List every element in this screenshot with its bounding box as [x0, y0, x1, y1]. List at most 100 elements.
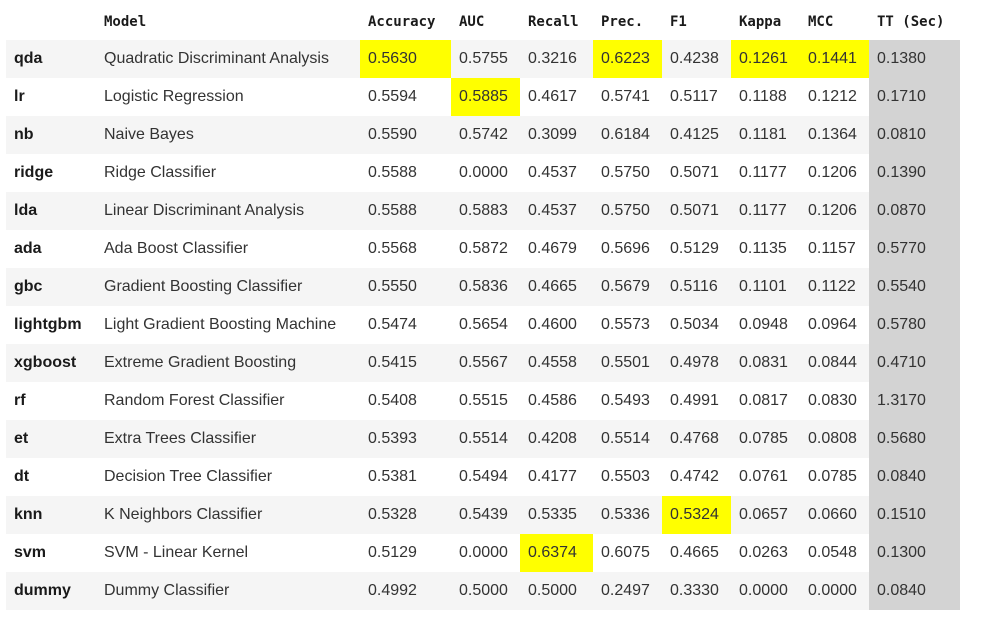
cell-f1: 0.5324 — [662, 496, 731, 534]
cell-auc: 0.5439 — [451, 496, 520, 534]
cell-tt-sec: 0.1510 — [869, 496, 960, 534]
cell-kappa: 0.1101 — [731, 268, 800, 306]
row-index-label: svm — [6, 534, 96, 572]
row-index-label: dt — [6, 458, 96, 496]
cell-kappa: 0.1177 — [731, 192, 800, 230]
cell-model: Dummy Classifier — [96, 572, 360, 610]
table-body: qda Quadratic Discriminant Analysis 0.5630… — [6, 40, 960, 610]
row-index-label: nb — [6, 116, 96, 154]
table-row: lr Logistic Regression 0.5594 0.5885 0.4617 0… — [6, 78, 960, 116]
cell-prec: 0.6075 — [593, 534, 662, 572]
cell-f1: 0.5034 — [662, 306, 731, 344]
cell-tt-sec: 0.4710 — [869, 344, 960, 382]
cell-mcc: 0.1212 — [800, 78, 869, 116]
cell-mcc: 0.0000 — [800, 572, 869, 610]
cell-model: Extra Trees Classifier — [96, 420, 360, 458]
cell-recall: 0.3099 — [520, 116, 593, 154]
cell-model: Decision Tree Classifier — [96, 458, 360, 496]
cell-model: Extreme Gradient Boosting — [96, 344, 360, 382]
cell-recall: 0.4600 — [520, 306, 593, 344]
cell-f1: 0.5116 — [662, 268, 731, 306]
cell-prec: 0.5493 — [593, 382, 662, 420]
cell-kappa: 0.1135 — [731, 230, 800, 268]
table-row: dummy Dummy Classifier 0.4992 0.5000 0.5000 0… — [6, 572, 960, 610]
cell-auc: 0.5755 — [451, 40, 520, 78]
cell-kappa: 0.0000 — [731, 572, 800, 610]
row-index-label: qda — [6, 40, 96, 78]
cell-recall: 0.4537 — [520, 192, 593, 230]
cell-f1: 0.3330 — [662, 572, 731, 610]
header-auc: AUC — [451, 4, 520, 40]
cell-mcc: 0.0830 — [800, 382, 869, 420]
table-row: nb Naive Bayes 0.5590 0.5742 0.3099 0.6184 0.4… — [6, 116, 960, 154]
cell-accuracy: 0.5630 — [360, 40, 451, 78]
cell-kappa: 0.1181 — [731, 116, 800, 154]
table-row: rf Random Forest Classifier 0.5408 0.5515 0.… — [6, 382, 960, 420]
row-index-label: rf — [6, 382, 96, 420]
table-row: lda Linear Discriminant Analysis 0.5588 0.5… — [6, 192, 960, 230]
cell-mcc: 0.0660 — [800, 496, 869, 534]
row-index-label: lr — [6, 78, 96, 116]
cell-mcc: 0.1157 — [800, 230, 869, 268]
row-index-label: et — [6, 420, 96, 458]
row-index-label: dummy — [6, 572, 96, 610]
cell-accuracy: 0.5474 — [360, 306, 451, 344]
row-index-label: lda — [6, 192, 96, 230]
cell-auc: 0.5567 — [451, 344, 520, 382]
cell-auc: 0.5883 — [451, 192, 520, 230]
cell-tt-sec: 0.0840 — [869, 572, 960, 610]
table-row: knn K Neighbors Classifier 0.5328 0.5439 0.5… — [6, 496, 960, 534]
cell-mcc: 0.1206 — [800, 192, 869, 230]
cell-model: Ridge Classifier — [96, 154, 360, 192]
cell-tt-sec: 0.1380 — [869, 40, 960, 78]
cell-mcc: 0.1441 — [800, 40, 869, 78]
table-row: ada Ada Boost Classifier 0.5568 0.5872 0.467… — [6, 230, 960, 268]
cell-prec: 0.5336 — [593, 496, 662, 534]
cell-prec: 0.2497 — [593, 572, 662, 610]
cell-kappa: 0.1188 — [731, 78, 800, 116]
cell-recall: 0.4679 — [520, 230, 593, 268]
cell-recall: 0.4665 — [520, 268, 593, 306]
cell-kappa: 0.0785 — [731, 420, 800, 458]
cell-f1: 0.4665 — [662, 534, 731, 572]
cell-recall: 0.4537 — [520, 154, 593, 192]
table-row: svm SVM - Linear Kernel 0.5129 0.0000 0.6374… — [6, 534, 960, 572]
cell-kappa: 0.0263 — [731, 534, 800, 572]
cell-f1: 0.4238 — [662, 40, 731, 78]
cell-f1: 0.4768 — [662, 420, 731, 458]
cell-auc: 0.5514 — [451, 420, 520, 458]
cell-prec: 0.5503 — [593, 458, 662, 496]
cell-prec: 0.6223 — [593, 40, 662, 78]
cell-prec: 0.5514 — [593, 420, 662, 458]
cell-f1: 0.4125 — [662, 116, 731, 154]
cell-f1: 0.4742 — [662, 458, 731, 496]
cell-auc: 0.0000 — [451, 534, 520, 572]
cell-f1: 0.4978 — [662, 344, 731, 382]
row-index-label: lightgbm — [6, 306, 96, 344]
cell-model: Quadratic Discriminant Analysis — [96, 40, 360, 78]
cell-recall: 0.4586 — [520, 382, 593, 420]
cell-model: SVM - Linear Kernel — [96, 534, 360, 572]
cell-recall: 0.5335 — [520, 496, 593, 534]
cell-kappa: 0.1261 — [731, 40, 800, 78]
header-index — [6, 4, 96, 40]
cell-recall: 0.4177 — [520, 458, 593, 496]
table-row: gbc Gradient Boosting Classifier 0.5550 0.5… — [6, 268, 960, 306]
cell-kappa: 0.1177 — [731, 154, 800, 192]
cell-model: Gradient Boosting Classifier — [96, 268, 360, 306]
cell-mcc: 0.0964 — [800, 306, 869, 344]
cell-kappa: 0.0761 — [731, 458, 800, 496]
cell-recall: 0.4208 — [520, 420, 593, 458]
row-index-label: ada — [6, 230, 96, 268]
row-index-label: gbc — [6, 268, 96, 306]
cell-model: Light Gradient Boosting Machine — [96, 306, 360, 344]
cell-accuracy: 0.5408 — [360, 382, 451, 420]
cell-f1: 0.5117 — [662, 78, 731, 116]
cell-mcc: 0.0785 — [800, 458, 869, 496]
cell-auc: 0.5872 — [451, 230, 520, 268]
table-row: qda Quadratic Discriminant Analysis 0.5630… — [6, 40, 960, 78]
cell-tt-sec: 0.5680 — [869, 420, 960, 458]
header-kappa: Kappa — [731, 4, 800, 40]
cell-recall: 0.3216 — [520, 40, 593, 78]
cell-recall: 0.4558 — [520, 344, 593, 382]
